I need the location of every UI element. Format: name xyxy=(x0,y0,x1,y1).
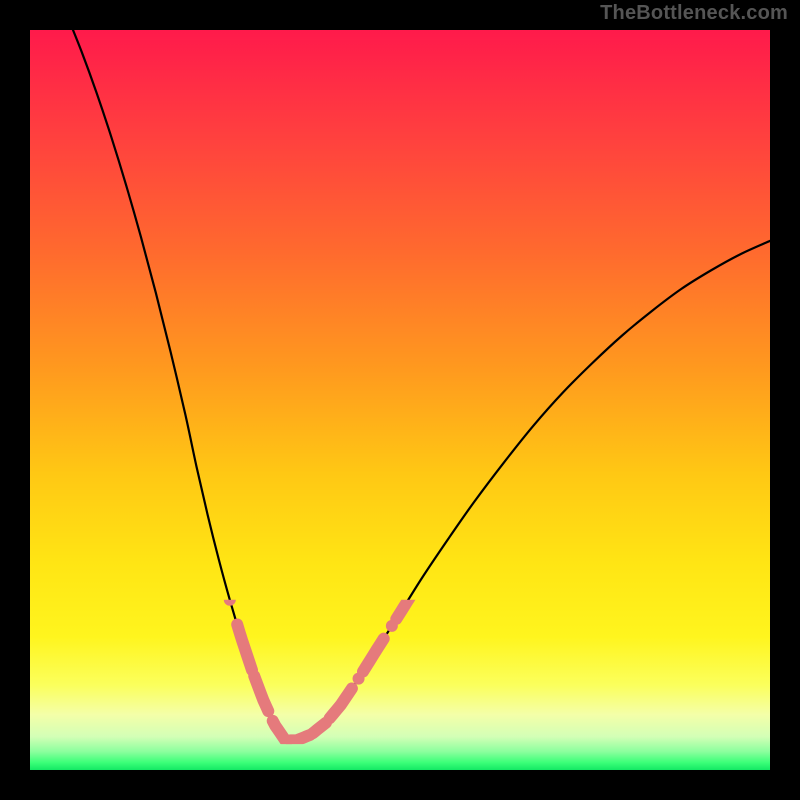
gradient-background xyxy=(30,30,770,770)
marker-pill xyxy=(290,735,309,740)
chart-frame: { "watermark": { "text": "TheBottleneck.… xyxy=(0,0,800,800)
watermark-label: TheBottleneck.com xyxy=(600,2,788,25)
marker-pill xyxy=(313,723,326,734)
bottleneck-chart xyxy=(0,0,800,800)
